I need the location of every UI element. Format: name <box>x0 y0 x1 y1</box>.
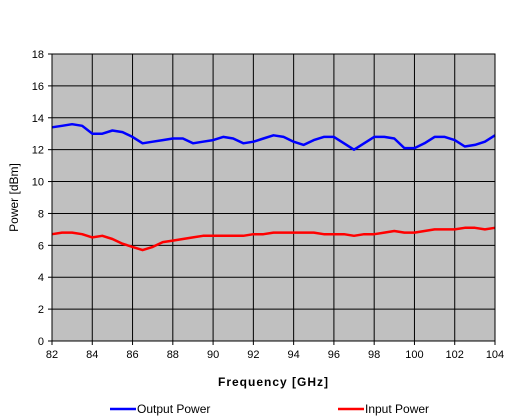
x-tick-label: 90 <box>207 349 219 361</box>
y-tick-label: 16 <box>32 81 44 93</box>
x-tick-label: 94 <box>288 349 300 361</box>
y-tick-label: 14 <box>32 113 44 125</box>
y-tick-label: 8 <box>38 208 44 220</box>
x-tick-label: 92 <box>247 349 259 361</box>
y-tick-label: 18 <box>32 49 44 61</box>
y-tick-label: 12 <box>32 145 44 157</box>
x-tick-label: 96 <box>328 349 340 361</box>
y-tick-label: 6 <box>38 240 44 252</box>
legend: Output Power Input Power <box>110 402 429 416</box>
y-axis-title: Power [dBm] <box>7 163 21 232</box>
x-tick-label: 82 <box>46 349 58 361</box>
x-axis-ticks: 82 84 86 88 90 92 94 96 98 100 102 104 <box>46 341 504 361</box>
plot-frame <box>51 53 496 342</box>
legend-label: Output Power <box>137 402 210 416</box>
y-tick-label: 0 <box>38 336 44 348</box>
series-line-input-power <box>51 226 496 252</box>
y-tick-label: 2 <box>38 304 44 316</box>
x-tick-label: 88 <box>167 349 179 361</box>
y-axis-ticks: 0 2 4 6 8 10 12 14 16 18 <box>32 49 52 348</box>
y-tick-label: 4 <box>38 272 44 284</box>
x-axis-title: Frequency [GHz] <box>218 375 329 389</box>
legend-label: Input Power <box>365 402 429 416</box>
x-tick-label: 102 <box>446 349 464 361</box>
x-tick-label: 104 <box>486 349 504 361</box>
series-line-output-power <box>51 122 496 151</box>
plot-area <box>52 54 495 341</box>
x-tick-label: 98 <box>368 349 380 361</box>
x-tick-label: 86 <box>126 349 138 361</box>
y-tick-label: 10 <box>32 177 44 189</box>
series-layer <box>51 122 496 252</box>
x-tick-label: 84 <box>86 349 98 361</box>
x-tick-label: 100 <box>405 349 423 361</box>
